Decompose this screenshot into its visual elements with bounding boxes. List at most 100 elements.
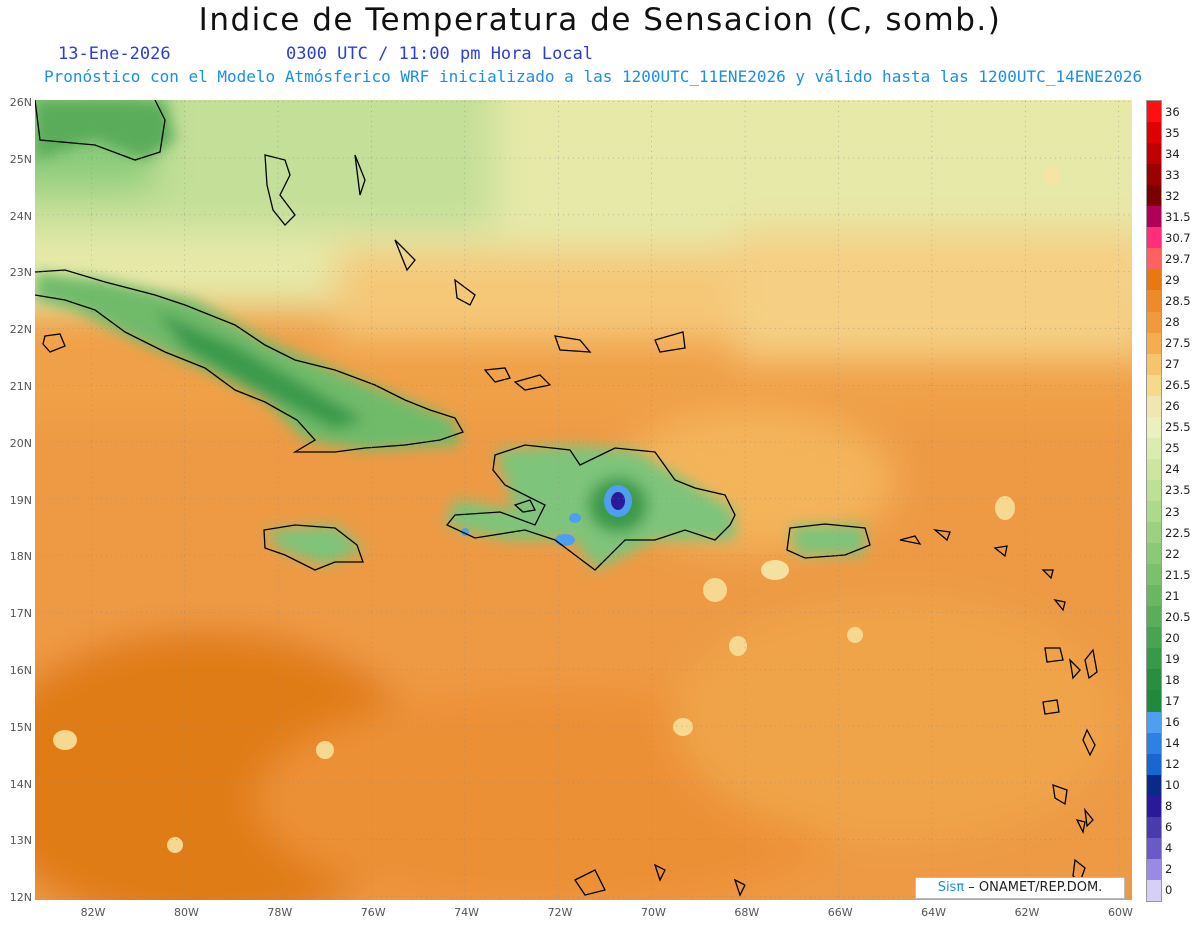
- legend-swatch: [1147, 816, 1161, 839]
- legend-swatch: [1147, 837, 1161, 860]
- legend-label: 0: [1165, 883, 1173, 898]
- legend-swatch: [1147, 543, 1161, 565]
- legend-label: 16: [1165, 715, 1180, 730]
- forecast-time: 0300 UTC / 11:00 pm Hora Local: [286, 44, 594, 64]
- lon-label: 78W: [267, 906, 293, 919]
- legend-swatch: [1147, 248, 1161, 270]
- legend-label: 27.5: [1165, 336, 1191, 351]
- lon-label: 82W: [80, 906, 106, 919]
- legend-label: 14: [1165, 736, 1180, 751]
- legend-swatch: [1147, 606, 1161, 628]
- legend-label: 6: [1165, 820, 1173, 835]
- color-legend: [1146, 100, 1162, 902]
- legend-label: 28.5: [1165, 294, 1191, 308]
- legend-label: 22: [1165, 546, 1180, 561]
- legend-label: 20: [1165, 630, 1180, 645]
- legend-swatch: [1147, 753, 1161, 776]
- legend-swatch: [1147, 648, 1161, 670]
- legend-label: 23.5: [1165, 483, 1191, 498]
- legend-swatch: [1147, 353, 1161, 376]
- legend-swatch: [1147, 101, 1161, 123]
- legend-swatch: [1147, 395, 1161, 418]
- lat-label: 26N: [9, 96, 32, 109]
- lat-label: 25N: [9, 152, 32, 166]
- legend-swatch: [1147, 795, 1161, 818]
- lon-label: 68W: [734, 906, 760, 919]
- lat-label: 21N: [9, 380, 32, 393]
- legend-label: 36: [1165, 104, 1180, 119]
- forecast-date: 13-Ene-2026: [58, 44, 171, 64]
- legend-label: 8: [1165, 799, 1173, 814]
- legend-label: 24: [1165, 462, 1180, 477]
- lat-label: 14N: [9, 777, 32, 791]
- lat-label: 20N: [9, 436, 32, 450]
- lat-label: 16N: [9, 664, 32, 677]
- lat-label: 22N: [9, 323, 32, 337]
- legend-label: 28: [1165, 315, 1180, 330]
- legend-swatch: [1147, 669, 1161, 691]
- lon-label: 70W: [640, 906, 666, 919]
- credit-label: Sisπ – ONAMET/REP.DOM.: [915, 877, 1125, 899]
- lat-label: 12N: [9, 891, 32, 905]
- legend-swatch: [1147, 564, 1161, 586]
- legend-swatch: [1147, 522, 1161, 544]
- lat-label: 18N: [9, 550, 32, 564]
- legend-swatch: [1147, 501, 1161, 523]
- legend-swatch: [1147, 311, 1161, 334]
- lon-label: 64W: [921, 906, 947, 919]
- legend-label: 26: [1165, 399, 1180, 414]
- legend-swatch: [1147, 858, 1161, 881]
- lon-label: 76W: [360, 906, 386, 919]
- legend-swatch: [1147, 227, 1161, 249]
- legend-swatch: [1147, 374, 1161, 397]
- lat-label: 19N: [9, 493, 32, 507]
- legend-label: 21: [1165, 588, 1180, 603]
- legend-label: 25: [1165, 441, 1180, 456]
- lon-label: 66W: [827, 906, 853, 919]
- legend-label: 26.5: [1165, 378, 1191, 393]
- legend-label: 21.5: [1165, 567, 1191, 582]
- legend-label: 23: [1165, 504, 1180, 519]
- legend-swatch: [1147, 269, 1161, 291]
- legend-swatch: [1147, 437, 1161, 460]
- lat-label: 17N: [9, 607, 32, 621]
- legend-label: 19: [1165, 651, 1180, 666]
- legend-label: 12: [1165, 757, 1180, 772]
- legend-label: 10: [1165, 778, 1180, 793]
- legend-label: 31.5: [1165, 209, 1191, 224]
- lat-label: 24N: [9, 209, 32, 223]
- legend-swatch: [1147, 416, 1161, 439]
- legend-label: 20.5: [1165, 609, 1191, 624]
- legend-label: 27: [1165, 357, 1180, 372]
- legend-swatch: [1147, 879, 1161, 902]
- legend-swatch: [1147, 774, 1161, 797]
- legend-swatch: [1147, 585, 1161, 607]
- lon-label: 72W: [547, 906, 573, 919]
- legend-swatch: [1147, 290, 1161, 313]
- legend-label: 30.7: [1165, 230, 1191, 245]
- legend-swatch: [1147, 732, 1161, 755]
- lat-label: 13N: [9, 834, 32, 848]
- legend-label: 32: [1165, 188, 1180, 203]
- legend-swatch: [1147, 164, 1161, 186]
- legend-swatch: [1147, 458, 1161, 481]
- legend-label: 29.7: [1165, 251, 1191, 266]
- lat-label: 23N: [9, 266, 32, 280]
- lon-label: 74W: [454, 906, 480, 919]
- legend-swatch: [1147, 185, 1161, 207]
- legend-label: 17: [1165, 694, 1180, 708]
- legend-label: 4: [1165, 841, 1173, 856]
- legend-label: 35: [1165, 125, 1180, 140]
- legend-swatch: [1147, 143, 1161, 165]
- map-title: Indice de Temperatura de Sensacion (C, s…: [198, 2, 1002, 38]
- legend-label: 29: [1165, 272, 1180, 287]
- legend-swatch: [1147, 711, 1161, 734]
- legend-swatch: [1147, 122, 1161, 144]
- legend-label: 18: [1165, 672, 1180, 687]
- legend-swatch: [1147, 206, 1161, 228]
- legend-swatch: [1147, 332, 1161, 355]
- legend-label: 25.5: [1165, 420, 1191, 435]
- legend-label: 2: [1165, 862, 1173, 877]
- lat-label: 15N: [9, 720, 32, 734]
- legend-swatch: [1147, 627, 1161, 649]
